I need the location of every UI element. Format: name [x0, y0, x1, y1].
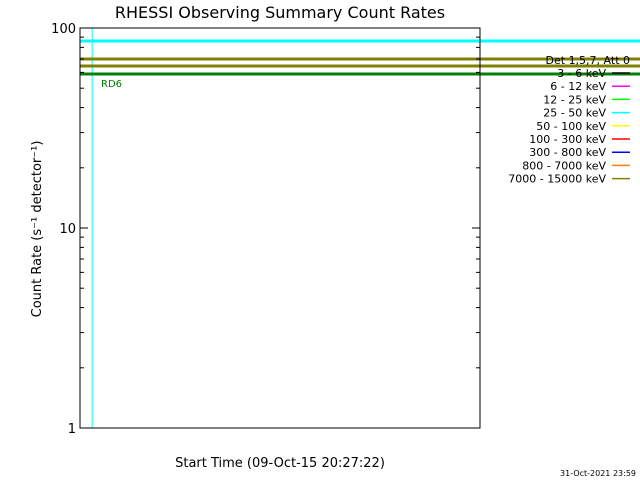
y-tick-label: 100 — [51, 22, 76, 37]
legend-label: 100 - 300 keV — [529, 133, 606, 146]
plot-area: NFFD2FD3RD0RD6 — [80, 28, 640, 428]
legend-label: 3 - 6 keV — [557, 67, 606, 80]
annotation-label-rd6: RD6 — [101, 79, 122, 90]
legend-title: Det 1,5,7, Att 0 — [546, 54, 630, 67]
axis-frame — [79, 27, 481, 429]
footer-date: 31-Oct-2021 23:59 — [560, 469, 636, 478]
legend-label: 12 - 25 keV — [543, 93, 606, 106]
axes: 20:3020:4521:0021:1521:3021:4522:0011010… — [51, 22, 481, 437]
y-tick-label: 10 — [59, 222, 76, 237]
y-tick-label: 1 — [68, 422, 76, 437]
legend-label: 800 - 7000 keV — [522, 159, 606, 172]
legend-label: 300 - 800 keV — [529, 146, 606, 159]
legend-label: 25 - 50 keV — [543, 107, 606, 120]
y-axis-title: Count Rate (s⁻¹ detector⁻¹) — [30, 141, 45, 318]
legend-label: 6 - 12 keV — [550, 80, 606, 93]
x-axis-title: Start Time (09-Oct-15 20:27:22) — [175, 456, 385, 471]
chart-title: RHESSI Observing Summary Count Rates — [115, 3, 445, 22]
legend-label: 7000 - 15000 keV — [508, 173, 606, 186]
legend-label: 50 - 100 keV — [536, 120, 606, 133]
